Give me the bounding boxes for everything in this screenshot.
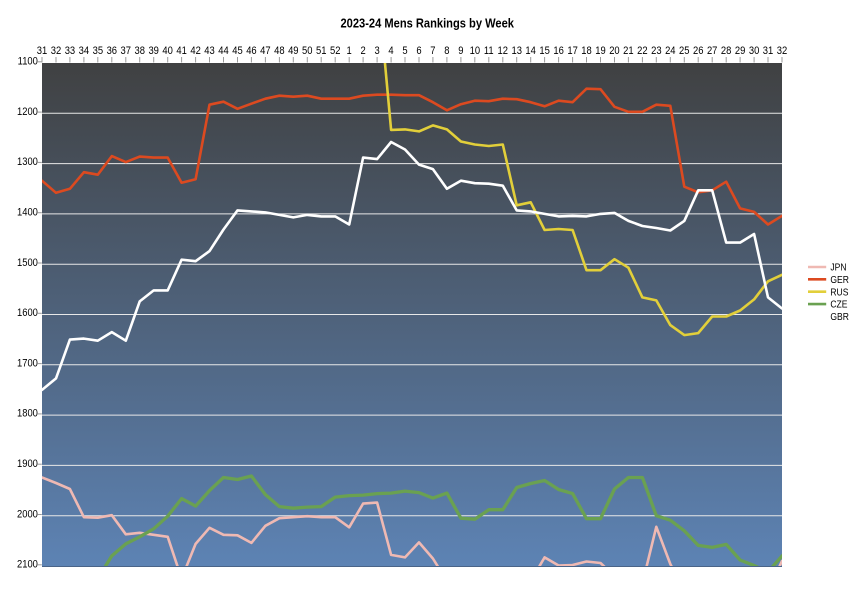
- svg-text:8: 8: [444, 45, 450, 57]
- svg-text:43: 43: [204, 45, 215, 57]
- svg-text:2100: 2100: [17, 559, 38, 571]
- svg-text:38: 38: [135, 45, 146, 57]
- svg-text:19: 19: [595, 45, 606, 57]
- svg-text:40: 40: [162, 45, 173, 57]
- svg-text:47: 47: [260, 45, 271, 57]
- svg-text:12: 12: [498, 45, 509, 57]
- svg-text:42: 42: [190, 45, 201, 57]
- svg-text:41: 41: [176, 45, 187, 57]
- svg-text:13: 13: [511, 45, 522, 57]
- svg-text:14: 14: [525, 45, 536, 57]
- svg-text:32: 32: [777, 45, 788, 57]
- svg-text:24: 24: [665, 45, 676, 57]
- svg-text:45: 45: [232, 45, 243, 57]
- svg-text:1200: 1200: [17, 106, 38, 118]
- svg-text:51: 51: [316, 45, 327, 57]
- svg-text:JPN: JPN: [830, 262, 846, 273]
- svg-text:2000: 2000: [17, 509, 38, 521]
- svg-text:33: 33: [65, 45, 76, 57]
- svg-text:1800: 1800: [17, 408, 38, 420]
- svg-text:22: 22: [637, 45, 648, 57]
- svg-text:48: 48: [274, 45, 285, 57]
- svg-text:36: 36: [107, 45, 118, 57]
- svg-text:15: 15: [539, 45, 550, 57]
- svg-text:9: 9: [458, 45, 464, 57]
- svg-text:28: 28: [721, 45, 732, 57]
- svg-text:CZE: CZE: [830, 299, 847, 310]
- svg-text:4: 4: [388, 45, 394, 57]
- svg-text:1700: 1700: [17, 358, 38, 370]
- svg-text:17: 17: [567, 45, 578, 57]
- svg-text:1500: 1500: [17, 257, 38, 269]
- svg-text:21: 21: [623, 45, 634, 57]
- svg-text:1100: 1100: [18, 56, 38, 68]
- svg-text:1900: 1900: [17, 458, 38, 470]
- svg-text:20: 20: [609, 45, 620, 57]
- svg-text:32: 32: [51, 45, 62, 57]
- svg-text:7: 7: [430, 45, 436, 57]
- svg-text:34: 34: [79, 45, 90, 57]
- svg-text:52: 52: [330, 45, 341, 57]
- svg-text:1300: 1300: [17, 157, 38, 169]
- svg-text:23: 23: [651, 45, 662, 57]
- svg-text:29: 29: [735, 45, 746, 57]
- svg-text:1: 1: [347, 45, 353, 57]
- svg-text:1600: 1600: [17, 308, 38, 320]
- svg-text:RUS: RUS: [830, 287, 848, 298]
- svg-text:27: 27: [707, 45, 718, 57]
- svg-text:2: 2: [361, 45, 367, 57]
- svg-text:44: 44: [218, 45, 229, 57]
- svg-text:26: 26: [693, 45, 704, 57]
- svg-text:46: 46: [246, 45, 257, 57]
- svg-text:39: 39: [148, 45, 159, 57]
- svg-text:25: 25: [679, 45, 690, 57]
- svg-text:1400: 1400: [17, 207, 38, 219]
- svg-text:50: 50: [302, 45, 313, 57]
- svg-text:GBR: GBR: [830, 311, 849, 322]
- svg-text:18: 18: [581, 45, 592, 57]
- svg-text:GER: GER: [830, 274, 849, 285]
- svg-text:10: 10: [470, 45, 481, 57]
- svg-text:6: 6: [416, 45, 422, 57]
- svg-text:2023-24 Mens Rankings by Week: 2023-24 Mens Rankings by Week: [340, 16, 514, 31]
- svg-text:35: 35: [93, 45, 104, 57]
- svg-text:16: 16: [553, 45, 564, 57]
- svg-text:11: 11: [484, 45, 494, 57]
- svg-text:5: 5: [402, 45, 408, 57]
- svg-text:31: 31: [37, 45, 48, 57]
- svg-text:3: 3: [374, 45, 380, 57]
- svg-text:31: 31: [763, 45, 774, 57]
- svg-text:37: 37: [121, 45, 132, 57]
- svg-text:30: 30: [749, 45, 760, 57]
- svg-text:49: 49: [288, 45, 299, 57]
